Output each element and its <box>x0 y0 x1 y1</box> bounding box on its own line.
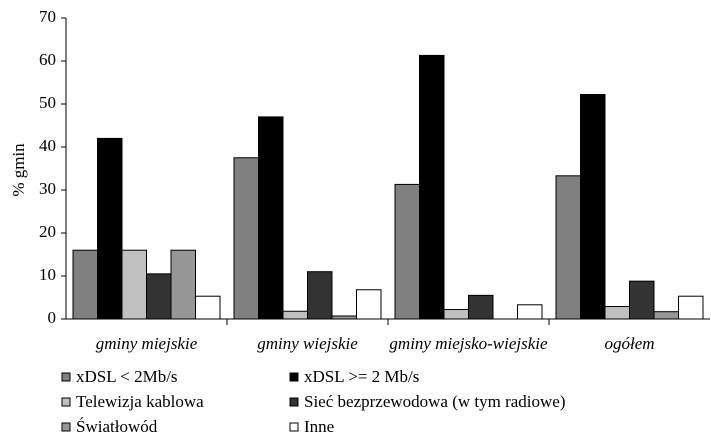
bar <box>468 294 494 320</box>
x-tick-label: ogółem <box>604 334 654 353</box>
bar <box>233 157 259 320</box>
bar <box>394 183 420 320</box>
legend-swatch <box>289 397 299 407</box>
legend-swatch <box>61 422 71 432</box>
legend-label: Sieć bezprzewodowa (w tym radiowe) <box>304 392 566 411</box>
legend-label: Inne <box>304 417 334 436</box>
legend-label: xDSL >= 2 Mb/s <box>304 367 419 386</box>
legend-label: xDSL < 2Mb/s <box>76 367 178 386</box>
legend-swatch <box>61 397 71 407</box>
bar <box>97 137 123 320</box>
y-tick-label: 30 <box>39 179 56 198</box>
y-tick-label: 60 <box>39 50 56 69</box>
bar <box>580 94 606 320</box>
bar <box>443 309 469 320</box>
bar <box>146 273 172 320</box>
bar <box>121 249 147 320</box>
legend-swatch <box>289 372 299 382</box>
x-tick-label: gminy miejsko-wiejskie <box>389 334 548 353</box>
y-axis-label: % gmin <box>9 143 28 197</box>
bar <box>258 116 284 320</box>
x-tick-label: gminy wiejskie <box>257 334 358 353</box>
y-tick-label: 70 <box>39 7 56 26</box>
bar <box>356 289 382 320</box>
y-tick-label: 50 <box>39 93 56 112</box>
bar <box>307 271 333 320</box>
x-tick-label: gminy miejskie <box>96 334 198 353</box>
y-tick-label: 40 <box>39 136 56 155</box>
legend-swatch <box>289 422 299 432</box>
bar <box>72 249 98 320</box>
y-tick-label: 20 <box>39 222 56 241</box>
y-tick-label: 10 <box>39 265 56 284</box>
legend-label: Światłowód <box>76 417 158 436</box>
bar <box>419 54 445 320</box>
bar <box>195 295 221 320</box>
legend-label: Telewizja kablowa <box>76 392 204 411</box>
bar <box>170 249 196 320</box>
bar <box>604 306 630 320</box>
legend-swatch <box>61 372 71 382</box>
bar <box>678 295 704 320</box>
bar <box>629 280 655 320</box>
bar <box>282 310 308 320</box>
y-tick-label: 0 <box>48 308 57 327</box>
bar <box>653 311 679 320</box>
bar <box>555 175 581 320</box>
bar <box>517 304 543 320</box>
